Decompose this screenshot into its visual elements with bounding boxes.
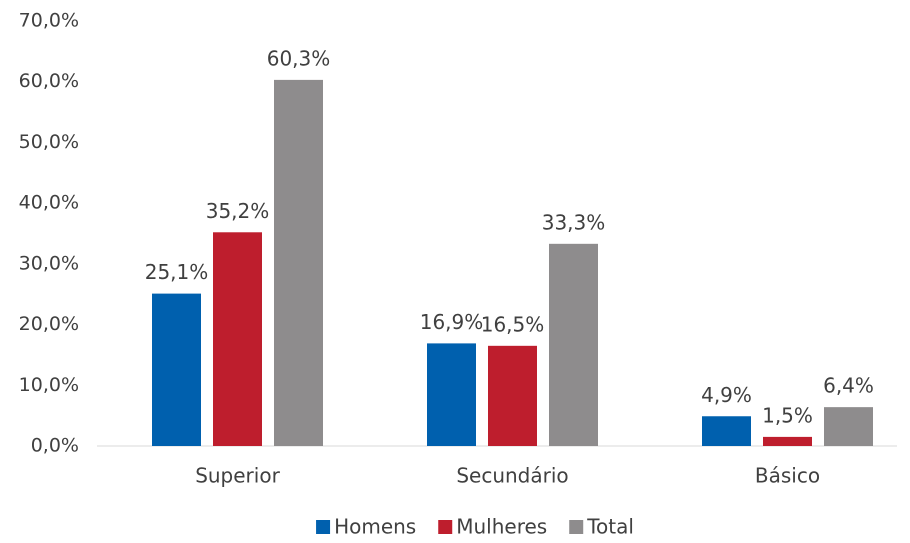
bar: [824, 407, 873, 446]
data-label: 16,9%: [420, 310, 484, 334]
y-tick-label: 50,0%: [19, 131, 79, 153]
data-label: 6,4%: [823, 374, 874, 398]
x-tick-label: Básico: [755, 464, 820, 488]
data-label: 1,5%: [762, 403, 813, 427]
y-tick-label: 20,0%: [19, 313, 79, 335]
data-label: 4,9%: [701, 383, 752, 407]
bar: [549, 243, 598, 446]
x-tick-label: Secundário: [456, 464, 568, 488]
bar: [763, 436, 812, 446]
data-label: 60,3%: [267, 46, 331, 70]
y-tick-label: 40,0%: [19, 192, 79, 214]
data-label: 35,2%: [206, 199, 270, 223]
legend-label: Mulheres: [456, 515, 547, 539]
y-tick-label: 60,0%: [19, 70, 79, 92]
y-tick-label: 70,0%: [19, 10, 79, 32]
bar: [702, 416, 751, 446]
bar: [152, 293, 201, 446]
bar: [274, 79, 323, 447]
legend-label: Total: [586, 515, 634, 539]
legend-swatch: [569, 520, 584, 534]
data-label: 25,1%: [145, 260, 209, 284]
data-label: 33,3%: [542, 210, 606, 234]
y-tick-label: 30,0%: [19, 252, 79, 274]
y-tick-label: 0,0%: [31, 435, 79, 457]
legend-swatch: [438, 520, 453, 534]
x-tick-label: Superior: [195, 464, 280, 488]
bar: [488, 345, 537, 446]
legend-label: Homens: [334, 515, 416, 539]
bar: [213, 232, 262, 446]
y-tick-label: 10,0%: [19, 374, 79, 396]
legend-swatch: [316, 520, 331, 534]
data-label: 16,5%: [481, 312, 545, 336]
bar: [427, 343, 476, 446]
